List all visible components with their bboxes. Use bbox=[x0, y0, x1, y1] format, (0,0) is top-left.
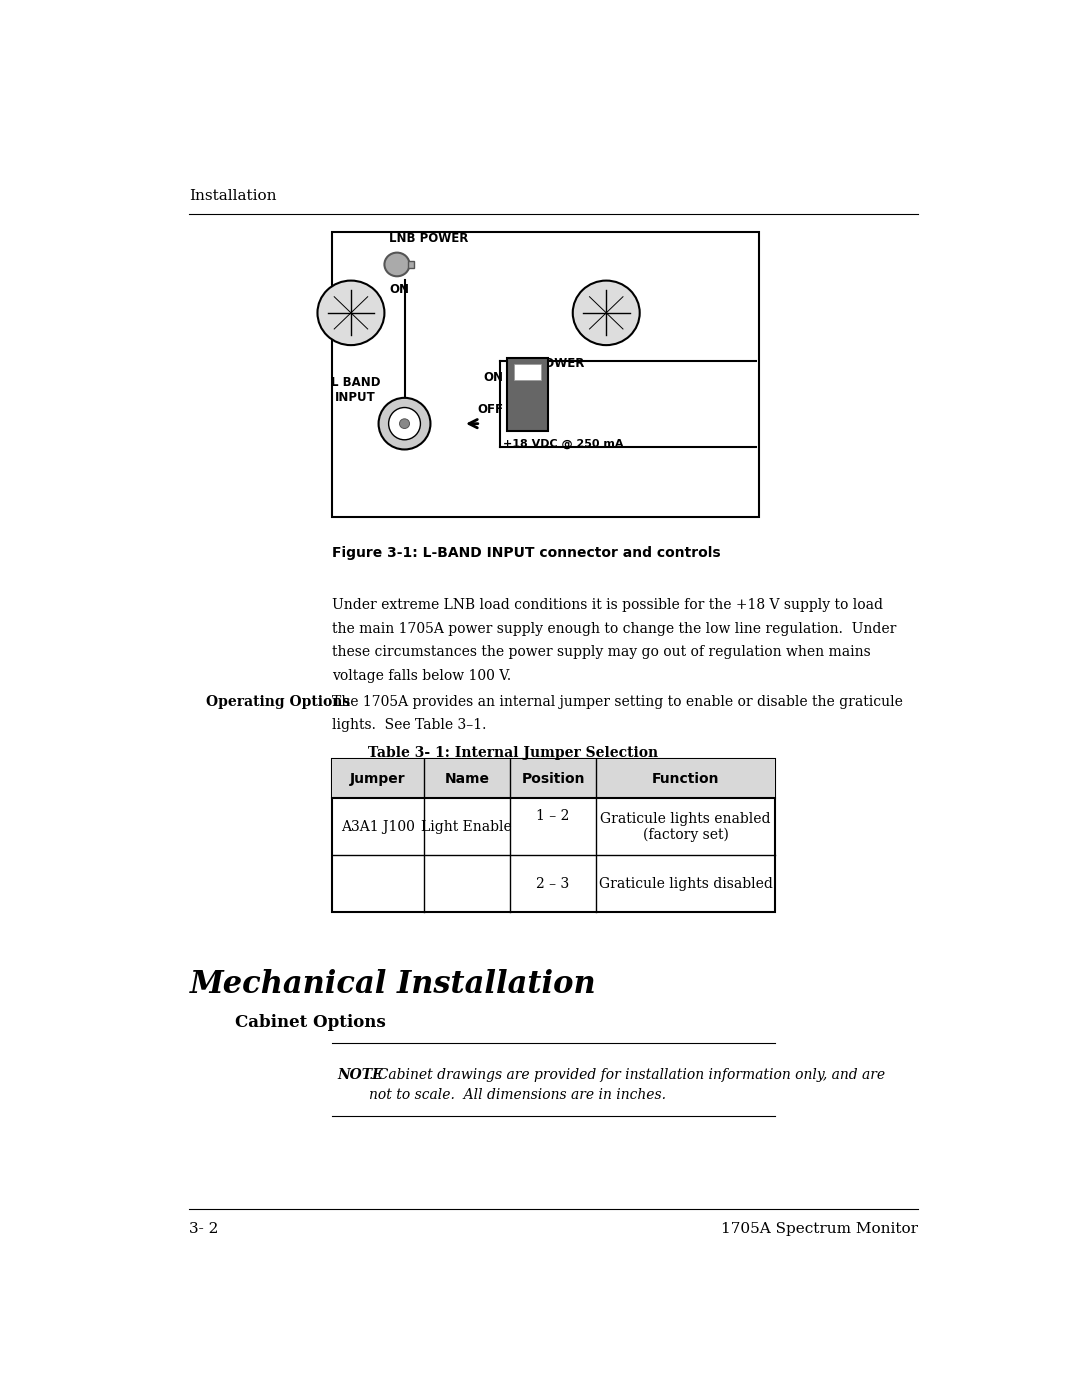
Text: Position: Position bbox=[522, 771, 585, 785]
Bar bbox=[514, 365, 541, 380]
Text: +18 VDC @ 250 mA: +18 VDC @ 250 mA bbox=[503, 439, 624, 448]
Text: 1 – 2: 1 – 2 bbox=[537, 809, 570, 823]
Text: Figure 3-1: L-BAND INPUT connector and controls: Figure 3-1: L-BAND INPUT connector and c… bbox=[332, 546, 720, 560]
Text: L BAND
INPUT: L BAND INPUT bbox=[330, 376, 380, 404]
Bar bbox=[508, 358, 548, 432]
Text: Installation: Installation bbox=[189, 189, 276, 203]
Text: LNB POWER: LNB POWER bbox=[505, 356, 584, 370]
Text: Light Enable: Light Enable bbox=[421, 820, 512, 834]
Text: Jumper: Jumper bbox=[350, 771, 406, 785]
Text: Graticule lights enabled: Graticule lights enabled bbox=[600, 812, 771, 826]
Ellipse shape bbox=[572, 281, 639, 345]
Text: Graticule lights disabled: Graticule lights disabled bbox=[598, 876, 772, 890]
Text: . Cabinet drawings are provided for installation information only, and are
not t: . Cabinet drawings are provided for inst… bbox=[368, 1067, 885, 1102]
Text: voltage falls below 100 V.: voltage falls below 100 V. bbox=[332, 669, 511, 683]
Text: A3A1 J100: A3A1 J100 bbox=[341, 820, 415, 834]
Text: the main 1705A power supply enough to change the low line regulation.  Under: the main 1705A power supply enough to ch… bbox=[332, 622, 896, 636]
Ellipse shape bbox=[400, 419, 409, 429]
Text: 2 – 3: 2 – 3 bbox=[537, 876, 570, 890]
Ellipse shape bbox=[389, 408, 420, 440]
Text: 3- 2: 3- 2 bbox=[189, 1222, 219, 1236]
Bar bbox=[408, 261, 414, 268]
Text: lights.  See Table 3–1.: lights. See Table 3–1. bbox=[332, 718, 486, 732]
Bar bbox=[332, 760, 775, 798]
Text: Table 3- 1: Internal Jumper Selection: Table 3- 1: Internal Jumper Selection bbox=[367, 746, 658, 760]
Text: Name: Name bbox=[444, 771, 489, 785]
Text: Operating Options: Operating Options bbox=[206, 694, 350, 708]
Text: The 1705A provides an internal jumper setting to enable or disable the graticule: The 1705A provides an internal jumper se… bbox=[332, 694, 903, 708]
Bar bbox=[332, 232, 758, 517]
Text: Mechanical Installation: Mechanical Installation bbox=[189, 970, 596, 1000]
Text: Function: Function bbox=[652, 771, 719, 785]
Text: LNB POWER: LNB POWER bbox=[389, 232, 468, 244]
Ellipse shape bbox=[318, 281, 384, 345]
Ellipse shape bbox=[384, 253, 409, 277]
Text: these circumstances the power supply may go out of regulation when mains: these circumstances the power supply may… bbox=[332, 645, 870, 659]
Bar bbox=[332, 760, 775, 912]
Text: ON: ON bbox=[483, 370, 503, 384]
Text: OFF: OFF bbox=[477, 404, 503, 416]
Text: ON: ON bbox=[390, 282, 409, 296]
Text: Under extreme LNB load conditions it is possible for the +18 V supply to load: Under extreme LNB load conditions it is … bbox=[332, 598, 882, 612]
Text: NOTE: NOTE bbox=[338, 1067, 383, 1083]
Text: 1705A Spectrum Monitor: 1705A Spectrum Monitor bbox=[720, 1222, 918, 1236]
Ellipse shape bbox=[379, 398, 431, 450]
Text: (factory set): (factory set) bbox=[643, 828, 729, 842]
Text: Cabinet Options: Cabinet Options bbox=[235, 1014, 387, 1031]
